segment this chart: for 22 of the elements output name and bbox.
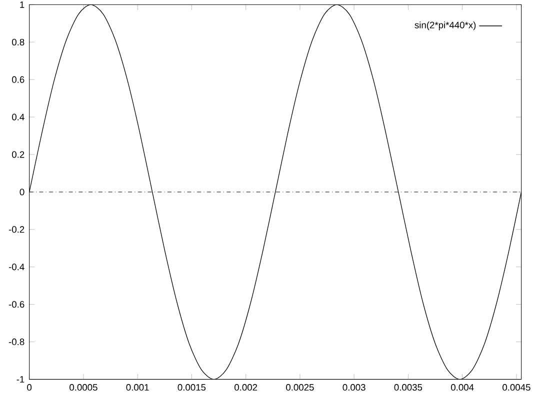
x-tick-label: 0.004	[451, 384, 474, 391]
x-tick-label: 0.0005	[70, 384, 98, 391]
y-tick-label: 0.8	[12, 38, 24, 46]
x-tick-label: 0.003	[342, 384, 366, 391]
x-tick-label: 0.0025	[286, 384, 314, 391]
x-tick-label: 0.001	[126, 384, 149, 391]
y-tick-label: 0.4	[12, 114, 24, 120]
y-tick-label: 0.6	[12, 76, 24, 83]
x-tick-label: 0.0035	[394, 384, 422, 391]
x-tick-label: 0.0045	[502, 384, 530, 391]
y-tick-label: -1	[16, 376, 24, 383]
y-tick-label: -0.4	[8, 264, 24, 270]
y-tick-label: 0	[20, 188, 24, 196]
y-tick-label: -0.8	[8, 338, 24, 346]
x-tick-label: 0	[27, 384, 32, 391]
y-tick-label: 0.2	[12, 151, 24, 158]
y-tick-label: -0.6	[8, 301, 24, 308]
legend-label: sin(2*pi*440*x)	[414, 22, 476, 30]
x-tick-label: 0.002	[234, 384, 258, 391]
y-tick-label: 1	[20, 1, 24, 8]
x-tick-label: 0.0015	[178, 384, 206, 391]
y-tick-label: -0.2	[8, 226, 24, 233]
